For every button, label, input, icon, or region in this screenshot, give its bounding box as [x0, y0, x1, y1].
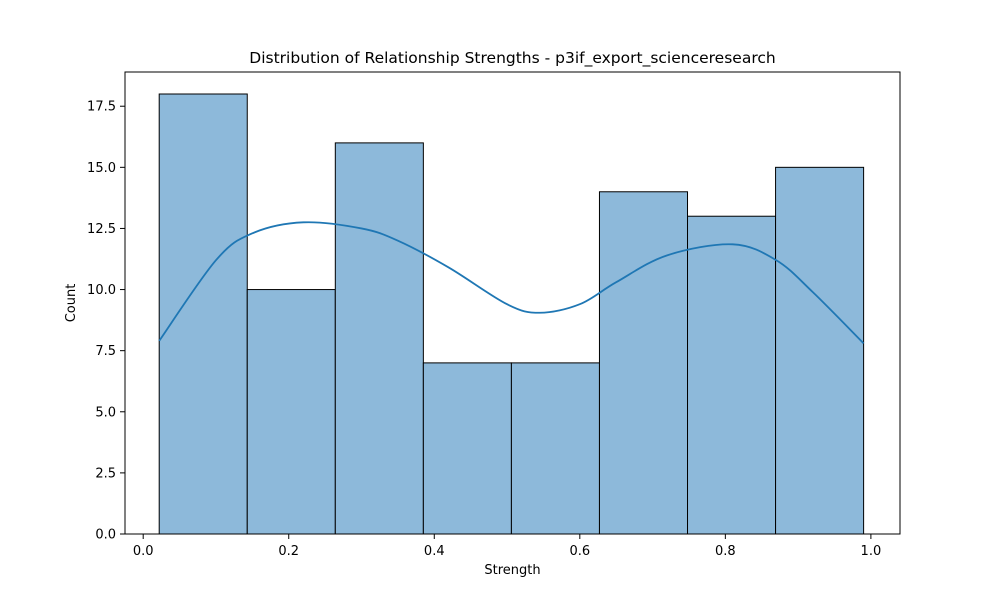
x-axis-ticks: 0.0 0.2 0.4 0.6 0.8 1.0: [133, 534, 881, 559]
x-tick-label: 0.2: [278, 544, 299, 559]
y-tick-label: 0.0: [95, 528, 116, 543]
x-axis-label: Strength: [484, 563, 540, 578]
histogram-bar: [510, 362, 600, 535]
plot-frame: [124, 71, 901, 535]
x-tick-label: 0.6: [569, 544, 590, 559]
chart-title: Distribution of Relationship Strengths -…: [249, 49, 775, 68]
histogram-bar: [687, 215, 777, 535]
y-tick-label: 12.5: [87, 222, 116, 237]
y-tick-label: 17.5: [87, 100, 116, 115]
histogram-bar: [775, 166, 865, 535]
histogram-bar: [158, 93, 248, 535]
histogram-bar: [246, 289, 336, 535]
x-tick-label: 0.8: [715, 544, 736, 559]
histogram-bar: [598, 191, 689, 535]
y-axis-ticks: 0.0 2.5 5.0 7.5 10.0 12.5 15.0 17.5: [87, 100, 125, 543]
x-tick-label: 0.0: [133, 544, 154, 559]
kde-curve: [158, 221, 865, 344]
x-tick-label: 1.0: [861, 544, 882, 559]
y-tick-label: 15.0: [87, 161, 116, 176]
y-tick-label: 10.0: [87, 283, 116, 298]
y-tick-label: 5.0: [95, 405, 116, 420]
histogram-bar: [422, 362, 512, 535]
y-axis-label: Count: [64, 284, 79, 323]
x-tick-label: 0.4: [424, 544, 445, 559]
y-tick-label: 2.5: [95, 466, 116, 481]
histogram-bar: [334, 142, 424, 535]
y-tick-label: 7.5: [95, 344, 116, 359]
bars-group: [158, 93, 865, 535]
